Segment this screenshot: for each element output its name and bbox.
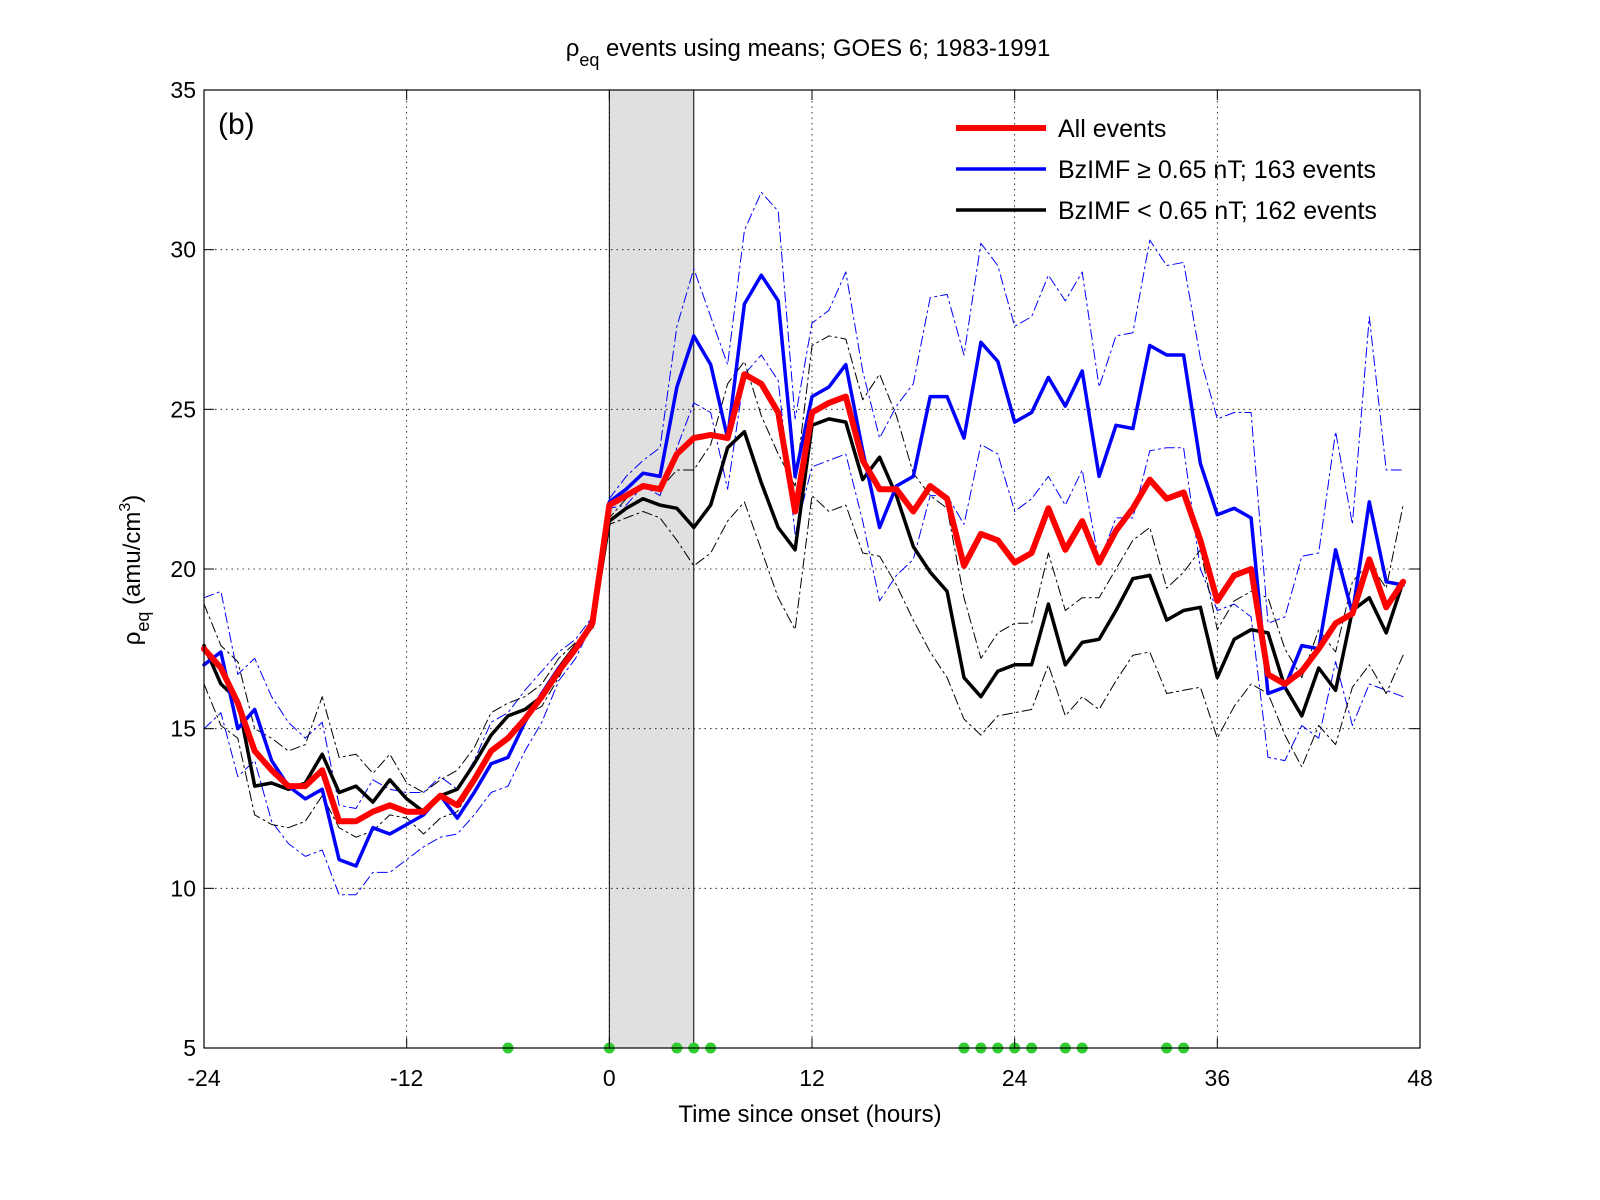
y-tick-label: 20 xyxy=(170,556,196,582)
y-tick-label: 10 xyxy=(170,875,196,901)
y-tick-label: 25 xyxy=(170,396,196,422)
grid-layer xyxy=(204,90,1420,1048)
y-tick-label: 30 xyxy=(170,237,196,263)
y-label-superscript: 3 xyxy=(117,503,134,512)
panel-label: (b) xyxy=(218,108,255,141)
legend-label: BzIMF ≥ 0.65 nT; 163 events xyxy=(1058,156,1376,184)
x-tick-label: 12 xyxy=(799,1065,825,1091)
series-line-mean xyxy=(202,417,1405,814)
y-tick-label: 15 xyxy=(170,716,196,742)
legend-label: BzIMF < 0.65 nT; 162 events xyxy=(1058,197,1377,225)
y-axis-label: ρeq (amu/cm3) xyxy=(117,495,153,646)
x-tick-label: 36 xyxy=(1205,1065,1231,1091)
y-label-subscript: eq xyxy=(133,612,153,632)
x-tick-label: 48 xyxy=(1407,1065,1433,1091)
y-label-units: (amu/cm xyxy=(119,512,146,612)
chart-title: ρeq events using means; GOES 6; 1983-199… xyxy=(566,35,1051,70)
series-line-mean xyxy=(201,371,1407,825)
y-label-units-close: ) xyxy=(119,495,146,503)
series-line-envelope xyxy=(203,495,1404,838)
tick-layer: -24 -12 0 12 24 36 48 5 10 15 20 25 30 35 xyxy=(170,77,1432,1091)
x-tick-label: -24 xyxy=(187,1065,220,1091)
title-subscript: eq xyxy=(579,50,599,70)
y-label-rho: ρ xyxy=(119,632,146,646)
x-tick-label: 24 xyxy=(1002,1065,1028,1091)
series-line-envelope xyxy=(203,191,1404,809)
series-line-envelope xyxy=(203,335,1404,793)
x-tick-label: -12 xyxy=(390,1065,423,1091)
legend-label: All events xyxy=(1058,115,1166,143)
x-axis-label: Time since onset (hours) xyxy=(678,1101,941,1128)
title-rho: ρ xyxy=(566,35,580,62)
series-layer xyxy=(201,191,1407,896)
series-line-mean xyxy=(202,273,1405,868)
y-tick-label: 5 xyxy=(183,1035,196,1061)
title-text: events using means; GOES 6; 1983-1991 xyxy=(599,35,1050,62)
y-tick-label: 35 xyxy=(170,77,196,103)
legend: All events BzIMF ≥ 0.65 nT; 163 events BzI… xyxy=(956,115,1377,225)
x-tick-label: 0 xyxy=(603,1065,616,1091)
